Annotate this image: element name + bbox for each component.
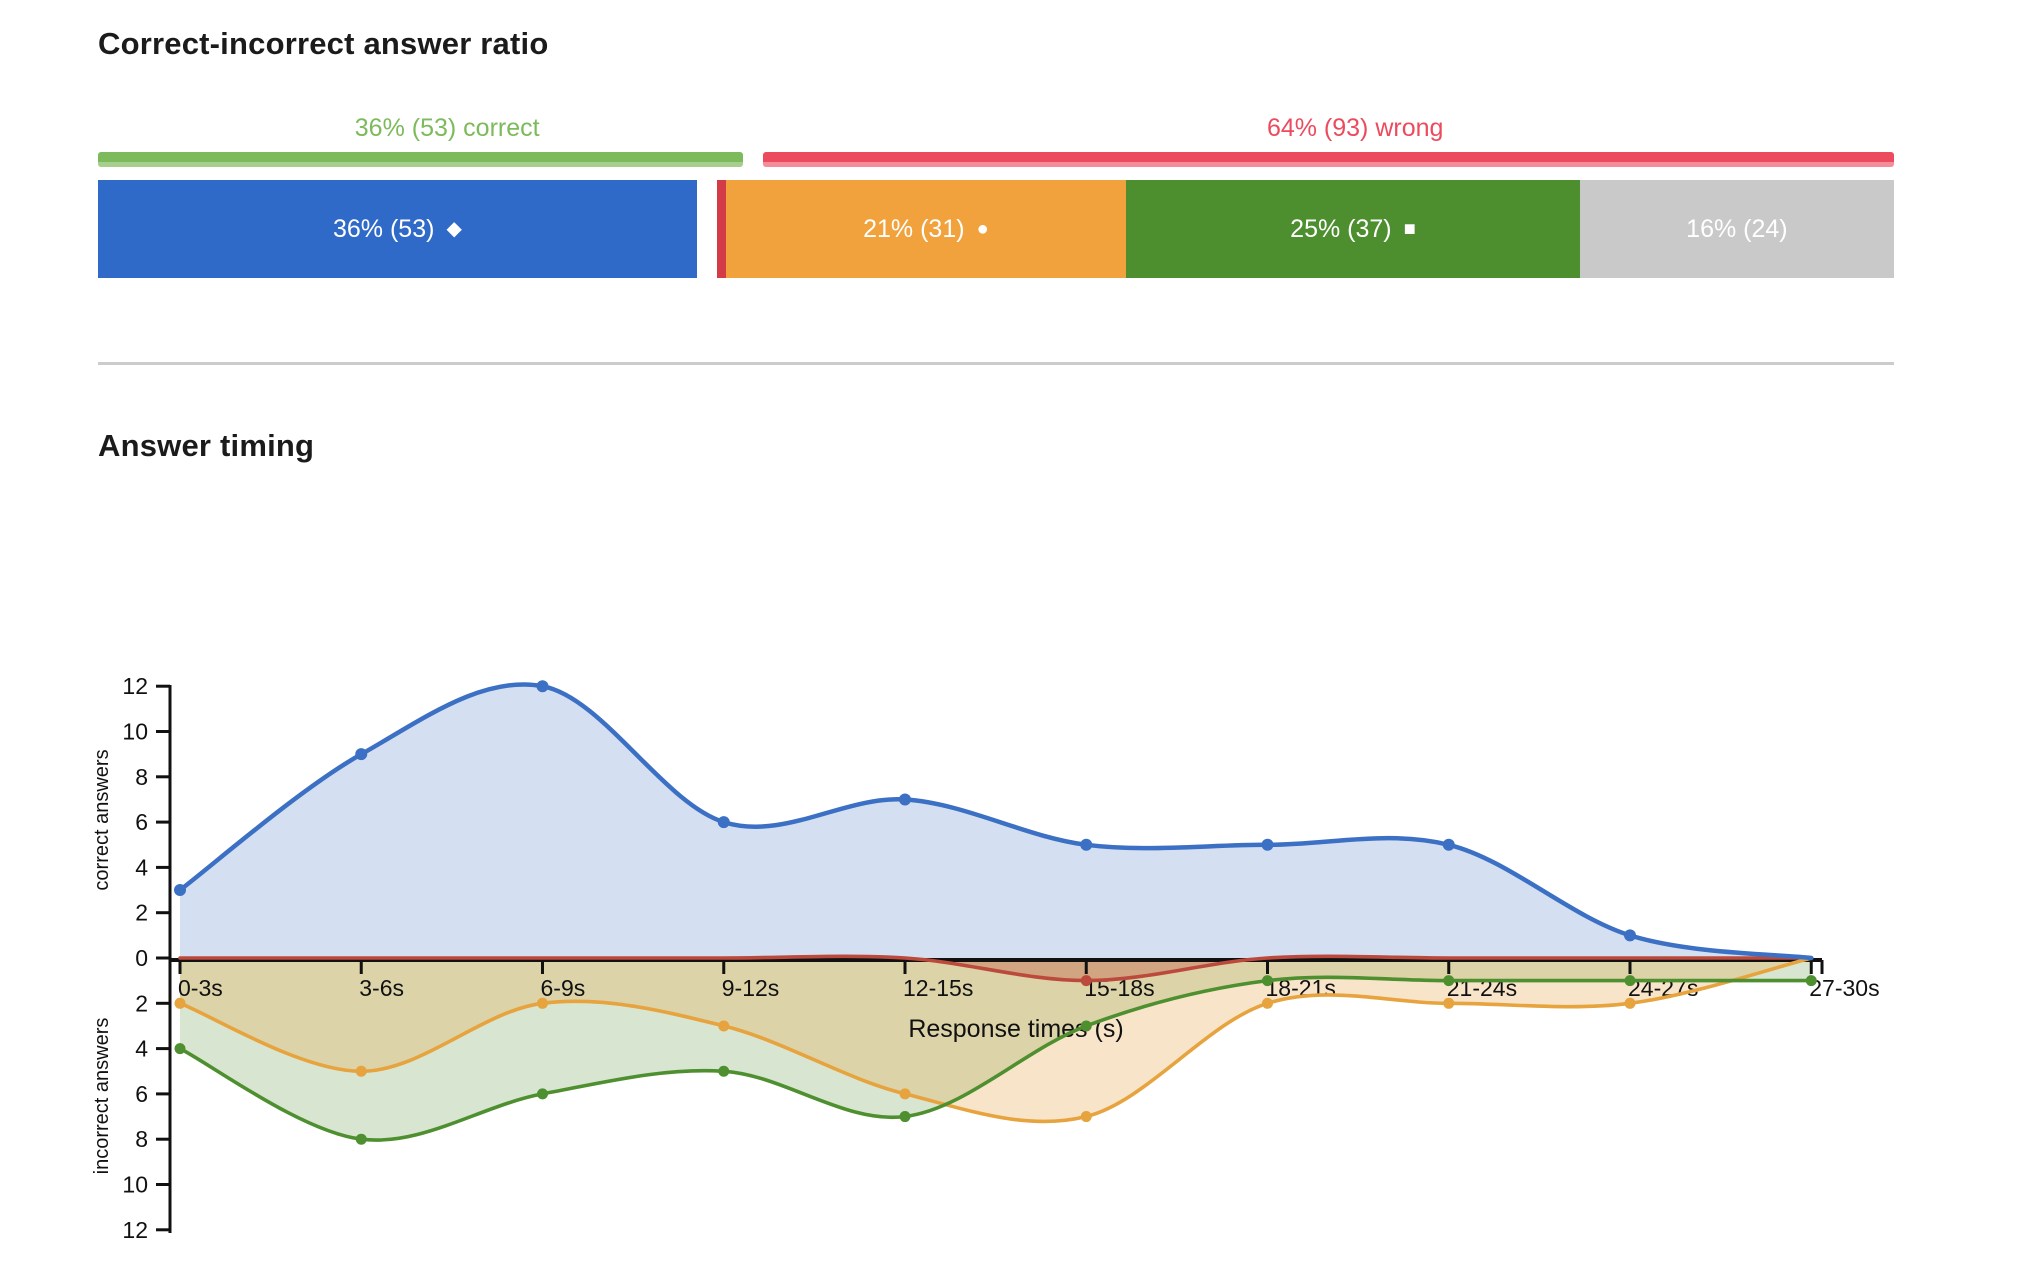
ratio-section-title: Correct-incorrect answer ratio xyxy=(98,26,549,61)
data-point-wrong-square-6-9s[interactable] xyxy=(537,1088,548,1100)
data-point-wrong-square-9-12s[interactable] xyxy=(718,1065,730,1077)
data-point-correct-24-27s[interactable] xyxy=(1624,929,1636,942)
y-tick-label: 12 xyxy=(122,673,148,699)
series-wrong-triangle-line xyxy=(178,954,1814,983)
x-category-label: 9-12s xyxy=(722,975,780,1001)
data-point-wrong-circle-6-9s[interactable] xyxy=(537,997,548,1009)
x-axis-title: Response times (s) xyxy=(908,1015,1123,1043)
y-tick-label: 4 xyxy=(135,854,148,880)
y-tick-label: 2 xyxy=(135,900,148,926)
y-tick-label: 0 xyxy=(135,945,148,971)
data-point-wrong-square-15-18s[interactable] xyxy=(1080,1020,1092,1032)
y-tick-label: 8 xyxy=(135,764,148,790)
segment-unanswered[interactable]: 16% (24) xyxy=(1579,180,1895,278)
data-point-wrong-square-12-15s[interactable] xyxy=(899,1111,911,1123)
wrong-segments-group: 21% (31) ● 25% (37) ■ 16% (24) xyxy=(716,180,1895,278)
ratio-tracks xyxy=(98,152,1894,167)
data-point-correct-6-9s[interactable] xyxy=(536,680,549,693)
correct-track-bar xyxy=(98,152,743,167)
y-axis-title-top: correct answers xyxy=(91,749,113,890)
data-point-wrong-circle-12-15s[interactable] xyxy=(899,1088,911,1100)
x-category-label: 0-3s xyxy=(178,975,223,1001)
data-point-wrong-square-24-27s[interactable] xyxy=(1624,975,1636,987)
series-wrong-square-area xyxy=(180,958,1812,1141)
y-tick-label: 12 xyxy=(122,1217,148,1243)
segment-wrong-circle[interactable]: 21% (31) ● xyxy=(725,180,1127,278)
segment-wrong-square-label: 25% (37) xyxy=(1290,214,1392,243)
data-point-correct-9-12s[interactable] xyxy=(717,816,730,829)
y-tick-label: 6 xyxy=(135,1081,148,1107)
correct-caption: 36% (53) correct xyxy=(354,114,540,142)
data-point-wrong-circle-21-24s[interactable] xyxy=(1443,997,1455,1009)
y-axis-title-bottom: incorrect answers xyxy=(91,1018,113,1175)
data-point-wrong-circle-18-21s[interactable] xyxy=(1262,997,1273,1009)
data-point-wrong-circle-24-27s[interactable] xyxy=(1624,997,1636,1009)
data-point-wrong-circle-3-6s[interactable] xyxy=(355,1065,367,1077)
timing-section-title: Answer timing xyxy=(98,428,315,463)
data-point-correct-0-3s[interactable] xyxy=(174,884,186,897)
wrong-caption: 64% (93) wrong xyxy=(1266,114,1444,142)
data-point-wrong-square-21-24s[interactable] xyxy=(1443,975,1455,987)
y-tick-label: 10 xyxy=(122,1172,148,1198)
segment-correct-label: 36% (53) xyxy=(332,214,435,243)
x-category-label: 12-15s xyxy=(903,975,973,1001)
x-category-label: 6-9s xyxy=(541,975,586,1001)
series-wrong-circle-line xyxy=(178,956,1814,1124)
data-point-wrong-square-0-3s[interactable] xyxy=(174,1043,186,1055)
data-point-wrong-square-3-6s[interactable] xyxy=(355,1133,367,1145)
segment-correct[interactable]: 36% (53) ◆ xyxy=(98,180,697,278)
data-point-wrong-circle-0-3s[interactable] xyxy=(174,997,186,1009)
y-tick-label: 4 xyxy=(135,1036,148,1062)
diamond-icon: ◆ xyxy=(446,217,462,240)
data-point-correct-12-15s[interactable] xyxy=(899,793,911,806)
data-point-wrong-square-27-30s[interactable] xyxy=(1805,975,1817,987)
wrong-track-bar xyxy=(762,152,1894,167)
segment-wrong-square[interactable]: 25% (37) ■ xyxy=(1126,180,1580,278)
y-tick-label: 8 xyxy=(135,1126,148,1152)
ratio-captions: 36% (53) correct 64% (93) wrong xyxy=(98,115,1894,142)
segment-unanswered-label: 16% (24) xyxy=(1686,214,1788,243)
answer-distribution-bar: 36% (53) ◆ 21% (31) ● 25% (37) ■ 16% (24… xyxy=(98,180,1895,278)
data-point-correct-21-24s[interactable] xyxy=(1442,838,1455,851)
x-category-label: 27-30s xyxy=(1809,975,1879,1001)
section-divider xyxy=(98,362,1894,365)
report-content: Correct-incorrect answer ratio 36% (53) … xyxy=(91,26,1895,1271)
series-wrong-square-line xyxy=(178,975,1814,1142)
x-category-label: 3-6s xyxy=(359,975,404,1001)
answer-timing-chart: 12 10 8 6 4 2 0 2 4 6 8 10 12 0-3s 3-6s 6-9s 9-12s 12-15s… xyxy=(91,673,1880,1243)
series-wrong-triangle-area xyxy=(180,956,1812,981)
segment-wrong-circle-label: 21% (31) xyxy=(863,214,965,243)
data-point-correct-15-18s[interactable] xyxy=(1080,838,1093,851)
circle-icon: ● xyxy=(976,217,989,240)
segment-wrong-triangle[interactable] xyxy=(716,180,726,278)
data-point-wrong-triangle-15-18s[interactable] xyxy=(1080,975,1092,987)
y-tick-label: 6 xyxy=(135,809,148,835)
data-point-wrong-circle-15-18s[interactable] xyxy=(1080,1111,1092,1123)
data-point-correct-18-21s[interactable] xyxy=(1261,838,1274,851)
square-icon: ■ xyxy=(1403,217,1416,240)
data-point-correct-3-6s[interactable] xyxy=(355,748,368,761)
data-point-wrong-circle-9-12s[interactable] xyxy=(718,1020,730,1032)
y-tick-label: 10 xyxy=(122,719,148,745)
series-correct-line xyxy=(177,682,1814,961)
data-point-wrong-square-18-21s[interactable] xyxy=(1262,975,1273,987)
y-tick-label: 2 xyxy=(135,990,148,1016)
